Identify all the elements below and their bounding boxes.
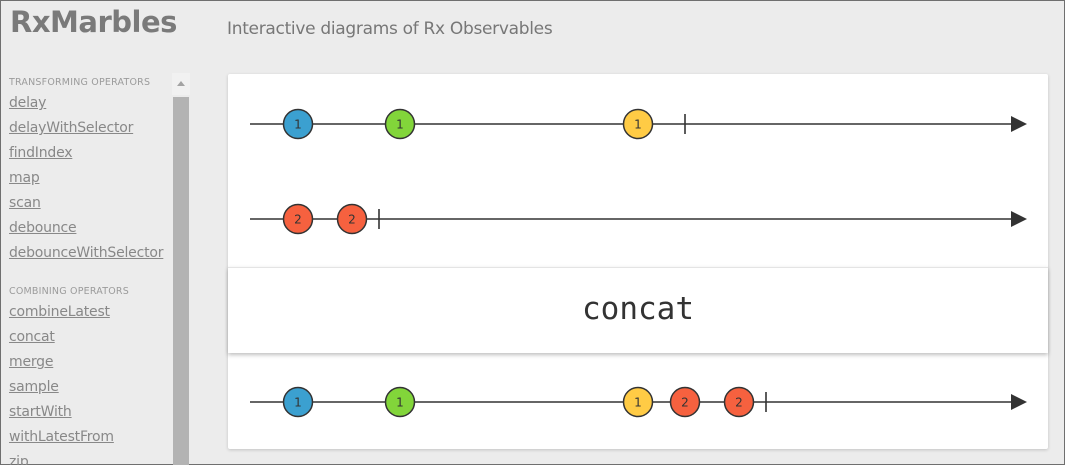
sidebar-item-concat[interactable]: concat bbox=[9, 329, 55, 345]
timeline-input-1: 1 1 1 bbox=[250, 108, 1027, 140]
sidebar-item-startwith[interactable]: startWith bbox=[9, 404, 72, 420]
timeline-arrow-icon bbox=[1011, 211, 1027, 227]
page-tagline: Interactive diagrams of Rx Observables bbox=[227, 19, 553, 39]
operator-sidebar[interactable]: TRANSFORMING OPERATORS delay delayWithSe… bbox=[9, 73, 191, 465]
marble-label: 1 bbox=[634, 396, 642, 410]
marble-circle[interactable] bbox=[723, 386, 755, 418]
marble[interactable]: 1 bbox=[384, 108, 416, 140]
marble-label: 2 bbox=[735, 396, 743, 410]
timeline-arrow-icon bbox=[1011, 394, 1027, 410]
marble-label: 2 bbox=[294, 213, 302, 227]
sidebar-item-withlatestfrom[interactable]: withLatestFrom bbox=[9, 429, 114, 445]
sidebar-item-debouncewithselector[interactable]: debounceWithSelector bbox=[9, 245, 164, 261]
sidebar-item-debounce[interactable]: debounce bbox=[9, 220, 77, 236]
marble[interactable]: 2 bbox=[669, 386, 701, 418]
marble-circle[interactable] bbox=[622, 108, 654, 140]
sidebar-item-findindex[interactable]: findIndex bbox=[9, 145, 73, 161]
operator-name: concat bbox=[582, 291, 694, 327]
sidebar-item-scan[interactable]: scan bbox=[9, 195, 41, 211]
marble[interactable]: 1 bbox=[622, 386, 654, 418]
sidebar-item-delaywithselector[interactable]: delayWithSelector bbox=[9, 120, 134, 136]
section-title-combining: COMBINING OPERATORS bbox=[9, 286, 129, 297]
section-title-transforming: TRANSFORMING OPERATORS bbox=[9, 77, 151, 88]
sidebar-item-zip[interactable]: zip bbox=[9, 454, 29, 465]
marble-circle[interactable] bbox=[282, 386, 314, 418]
marble[interactable]: 2 bbox=[336, 203, 368, 235]
app-logo[interactable]: RxMarbles bbox=[10, 5, 177, 39]
marble-circle[interactable] bbox=[336, 203, 368, 235]
sidebar-item-map[interactable]: map bbox=[9, 170, 40, 186]
marble-circle[interactable] bbox=[384, 108, 416, 140]
marble[interactable]: 1 bbox=[622, 108, 654, 140]
marble[interactable]: 2 bbox=[723, 386, 755, 418]
marble[interactable]: 2 bbox=[282, 203, 314, 235]
operator-list: TRANSFORMING OPERATORS delay delayWithSe… bbox=[9, 73, 173, 465]
marble-label: 1 bbox=[634, 118, 642, 132]
marble-label: 2 bbox=[348, 213, 356, 227]
sidebar-item-sample[interactable]: sample bbox=[9, 379, 59, 395]
operator-box: concat bbox=[228, 267, 1048, 353]
marble-label: 2 bbox=[681, 396, 689, 410]
scroll-up-button[interactable] bbox=[172, 73, 190, 95]
timeline-output: 1 1 1 2 2 bbox=[250, 386, 1027, 418]
sidebar-scrollbar[interactable] bbox=[172, 73, 190, 465]
sidebar-item-combinelatest[interactable]: combineLatest bbox=[9, 304, 110, 320]
sidebar-item-merge[interactable]: merge bbox=[9, 354, 54, 370]
marble-circle[interactable] bbox=[622, 386, 654, 418]
scrollbar-thumb[interactable] bbox=[173, 97, 189, 465]
marble[interactable]: 1 bbox=[282, 108, 314, 140]
marble-label: 1 bbox=[294, 118, 302, 132]
arrow-up-icon bbox=[177, 81, 185, 86]
marble-circle[interactable] bbox=[282, 203, 314, 235]
marble-label: 1 bbox=[396, 396, 404, 410]
marble[interactable]: 1 bbox=[282, 386, 314, 418]
marble-circle[interactable] bbox=[384, 386, 416, 418]
timeline-arrow-icon bbox=[1011, 116, 1027, 132]
marble-label: 1 bbox=[396, 118, 404, 132]
marble-circle[interactable] bbox=[282, 108, 314, 140]
marble-label: 1 bbox=[294, 396, 302, 410]
sidebar-item-delay[interactable]: delay bbox=[9, 95, 47, 111]
marble[interactable]: 1 bbox=[384, 386, 416, 418]
marble-circle[interactable] bbox=[669, 386, 701, 418]
